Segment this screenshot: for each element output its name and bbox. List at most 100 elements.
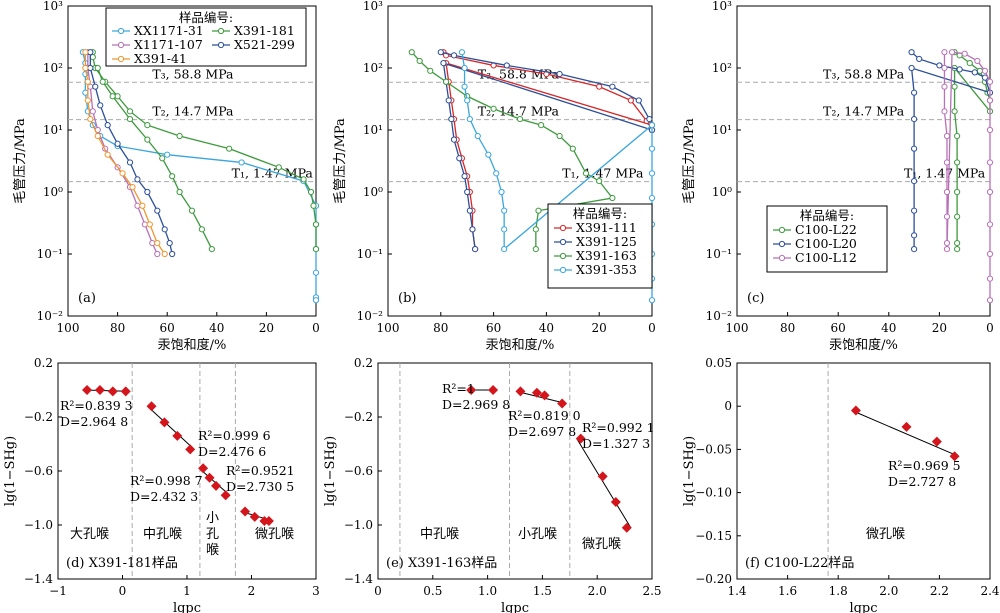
x-tick-label: 80 (433, 321, 448, 335)
data-point (126, 115, 134, 123)
y-tick-label: 10³ (363, 0, 383, 13)
data-point (176, 188, 183, 196)
data-point (312, 221, 320, 228)
panel-label: (b) (398, 291, 416, 306)
y-tick-label: 10³ (43, 0, 63, 13)
data-point (943, 245, 951, 253)
legend-entry: C100-L12 (795, 250, 857, 265)
data-point (488, 385, 499, 395)
x-tick-label: 60 (831, 321, 846, 335)
data-point (956, 66, 963, 73)
y-tick-label: −0.6 (344, 464, 373, 478)
data-point (976, 67, 983, 74)
data-point (92, 83, 99, 90)
x-tick-label: 2.0 (588, 584, 607, 598)
panel-5: 0 0.5 1.0 1.5 2.0 2.5 0.2 −0.2 −0.6 −1.0 −1.4 lgpc l… (323, 356, 662, 613)
y-tick-label: 10¹ (363, 123, 383, 137)
panel-label: (a) (78, 291, 96, 306)
panel-label: (d) X391-181样品 (66, 556, 178, 571)
data-point (169, 173, 176, 180)
fit-d: D=2.730 5 (226, 479, 294, 494)
data-point (94, 64, 101, 72)
data-point (515, 386, 526, 397)
y-tick-label: 10⁻² (357, 309, 384, 323)
data-point (648, 145, 656, 152)
legend-title: 样品编号: (573, 206, 627, 221)
x-tick-label: 100 (377, 321, 400, 335)
data-point (176, 132, 183, 140)
fit-r2: R²=0.999 6 (198, 428, 271, 443)
data-point (948, 49, 956, 56)
y-axis-label: 毛管压力/MPa (682, 118, 697, 204)
data-point (198, 463, 209, 474)
y-tick-label: 10² (43, 61, 63, 75)
data-point (461, 83, 468, 90)
panel-label: (c) (747, 291, 764, 306)
data-point (472, 245, 479, 253)
data-point (949, 451, 960, 462)
legend-marker (217, 27, 225, 35)
legend-box (766, 205, 888, 273)
data-point (986, 78, 994, 85)
data-point (951, 108, 958, 115)
data-point (569, 145, 576, 152)
data-point (99, 78, 106, 85)
x-tick-label: 100 (726, 321, 749, 335)
x-tick-label: 60 (160, 321, 175, 335)
data-point (498, 188, 505, 196)
region-label: 中孔喉 (143, 527, 182, 542)
data-point (154, 239, 161, 247)
data-point (185, 444, 196, 455)
fit-r2: R²=0.819 0 (508, 408, 581, 423)
data-point (226, 145, 233, 152)
y-tick-label: −1.4 (344, 572, 374, 586)
data-point (466, 385, 477, 395)
data-point (461, 64, 468, 72)
data-point (450, 136, 458, 143)
x-tick-label: 2.4 (980, 584, 999, 598)
y-tick-label: 10² (712, 61, 732, 75)
legend-box (105, 7, 307, 67)
data-point (119, 170, 126, 177)
data-point (943, 188, 951, 196)
data-point (84, 78, 91, 85)
data-point (911, 177, 918, 185)
data-point (440, 59, 447, 67)
region-label: 微孔喉 (866, 527, 905, 542)
x-tick-label: 1.8 (829, 584, 848, 598)
fit-r2: R²=0.969 5 (888, 458, 961, 473)
legend-entry: X521-299 (234, 37, 295, 52)
legend-marker (117, 41, 125, 49)
data-point (141, 221, 148, 228)
data-point (82, 49, 89, 56)
data-point (134, 176, 141, 183)
y-tick-label: −0.10 (695, 486, 732, 500)
data-point (240, 506, 251, 517)
region-label: 大孔喉 (70, 527, 109, 542)
data-point (646, 115, 653, 123)
data-point (986, 221, 994, 228)
y-tick-label: 0.2 (34, 356, 53, 370)
data-point (538, 121, 545, 129)
threshold-label: T₃, 58.8 MPa (823, 66, 905, 81)
panel-4: −1 0 1 2 3 0.2 −0.2 −0.6 −1.0 −1.4 lgpc lg(1−SHg) R²… (3, 356, 320, 613)
data-point (466, 207, 473, 214)
fit-d: D=2.964 8 (60, 414, 128, 429)
x-tick-label: 1.6 (778, 584, 797, 598)
fit-line (198, 467, 231, 496)
region-label: 中孔喉 (420, 527, 459, 542)
y-axis-label: lg(1−SHg) (682, 436, 697, 506)
data-point (532, 245, 539, 253)
data-point (120, 386, 131, 397)
data-point (986, 275, 994, 282)
x-tick-label: 80 (110, 321, 125, 335)
y-tick-label: 10⁻¹ (37, 247, 63, 261)
data-point (941, 64, 948, 72)
x-tick-label: 0 (374, 584, 382, 598)
y-tick-label: 10⁻² (37, 309, 64, 323)
data-point (448, 115, 455, 123)
x-tick-label: 1.5 (533, 584, 552, 598)
data-point (87, 64, 94, 72)
data-point (609, 194, 616, 202)
x-tick-label: 80 (780, 321, 795, 335)
